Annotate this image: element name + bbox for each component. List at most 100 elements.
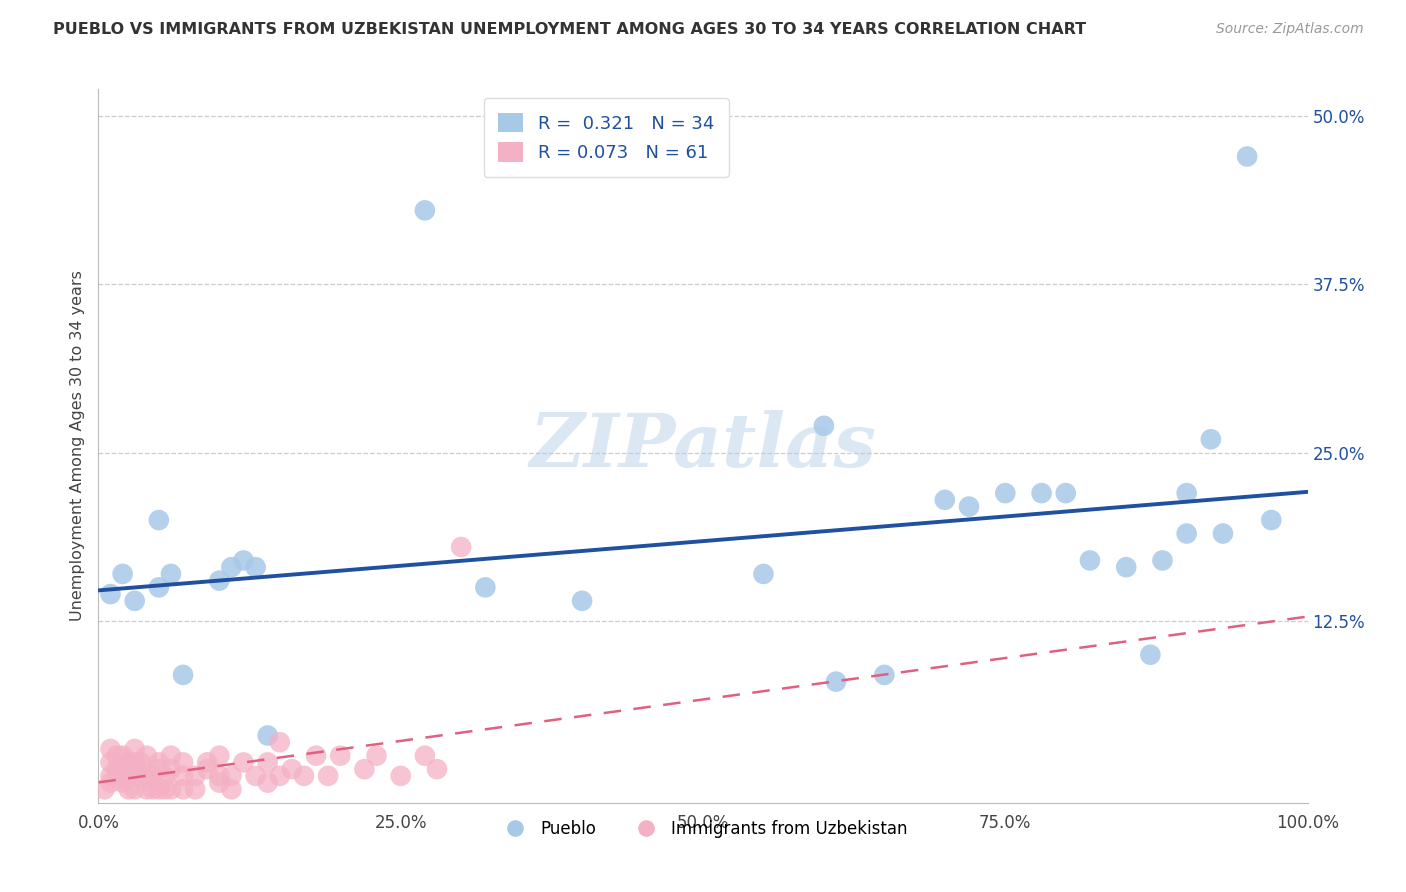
Point: [153, 782, 176, 797]
Point: [160, 782, 183, 797]
Point: [135, 748, 157, 763]
Point: [292, 769, 315, 783]
Point: [129, 769, 152, 783]
Point: [389, 769, 412, 783]
Point: [1139, 648, 1161, 662]
Point: [111, 769, 134, 783]
Point: [129, 756, 152, 770]
Point: [1152, 553, 1174, 567]
Point: [450, 540, 472, 554]
Point: [100, 775, 122, 789]
Point: [100, 756, 122, 770]
Point: [124, 782, 146, 797]
Point: [93, 782, 115, 797]
Point: [100, 742, 122, 756]
Point: [118, 782, 141, 797]
Point: [105, 748, 128, 763]
Point: [105, 762, 128, 776]
Text: Source: ZipAtlas.com: Source: ZipAtlas.com: [1216, 22, 1364, 37]
Text: ZIPatlas: ZIPatlas: [530, 409, 876, 483]
Point: [256, 756, 278, 770]
Point: [172, 756, 194, 770]
Point: [426, 762, 449, 776]
Point: [100, 769, 122, 783]
Point: [124, 756, 146, 770]
Point: [994, 486, 1017, 500]
Point: [208, 775, 231, 789]
Point: [281, 762, 304, 776]
Point: [153, 769, 176, 783]
Point: [413, 203, 436, 218]
Legend: Pueblo, Immigrants from Uzbekistan: Pueblo, Immigrants from Uzbekistan: [492, 814, 914, 845]
Point: [100, 587, 122, 601]
Point: [1212, 526, 1234, 541]
Point: [957, 500, 980, 514]
Point: [256, 775, 278, 789]
Point: [474, 580, 496, 594]
Point: [245, 769, 267, 783]
Text: PUEBLO VS IMMIGRANTS FROM UZBEKISTAN UNEMPLOYMENT AMONG AGES 30 TO 34 YEARS CORR: PUEBLO VS IMMIGRANTS FROM UZBEKISTAN UNE…: [53, 22, 1087, 37]
Point: [118, 769, 141, 783]
Point: [160, 748, 183, 763]
Point: [825, 674, 848, 689]
Point: [111, 566, 134, 581]
Point: [118, 756, 141, 770]
Point: [208, 574, 231, 588]
Point: [124, 594, 146, 608]
Point: [316, 769, 339, 783]
Point: [571, 594, 593, 608]
Point: [1115, 560, 1137, 574]
Point: [1054, 486, 1077, 500]
Point: [184, 782, 207, 797]
Point: [366, 748, 388, 763]
Point: [1078, 553, 1101, 567]
Point: [232, 756, 254, 770]
Point: [160, 566, 183, 581]
Point: [184, 769, 207, 783]
Point: [124, 742, 146, 756]
Y-axis label: Unemployment Among Ages 30 to 34 years: Unemployment Among Ages 30 to 34 years: [69, 270, 84, 622]
Point: [813, 418, 835, 433]
Point: [221, 769, 243, 783]
Point: [195, 756, 218, 770]
Point: [148, 756, 170, 770]
Point: [172, 782, 194, 797]
Point: [221, 560, 243, 574]
Point: [353, 762, 375, 776]
Point: [148, 782, 170, 797]
Point: [208, 769, 231, 783]
Point: [172, 769, 194, 783]
Point: [142, 769, 165, 783]
Point: [111, 775, 134, 789]
Point: [232, 553, 254, 567]
Point: [124, 762, 146, 776]
Point: [873, 668, 896, 682]
Point: [245, 560, 267, 574]
Point: [148, 580, 170, 594]
Point: [256, 729, 278, 743]
Point: [413, 748, 436, 763]
Point: [1260, 513, 1282, 527]
Point: [221, 782, 243, 797]
Point: [142, 782, 165, 797]
Point: [135, 782, 157, 797]
Point: [148, 762, 170, 776]
Point: [752, 566, 775, 581]
Point: [305, 748, 328, 763]
Point: [1236, 149, 1258, 163]
Point: [148, 513, 170, 527]
Point: [329, 748, 352, 763]
Point: [1199, 432, 1222, 446]
Point: [269, 735, 291, 749]
Point: [1175, 526, 1198, 541]
Point: [934, 492, 956, 507]
Point: [269, 769, 291, 783]
Point: [208, 748, 231, 763]
Point: [195, 762, 218, 776]
Point: [135, 769, 157, 783]
Point: [1031, 486, 1053, 500]
Point: [172, 668, 194, 682]
Point: [1175, 486, 1198, 500]
Point: [111, 748, 134, 763]
Point: [160, 762, 183, 776]
